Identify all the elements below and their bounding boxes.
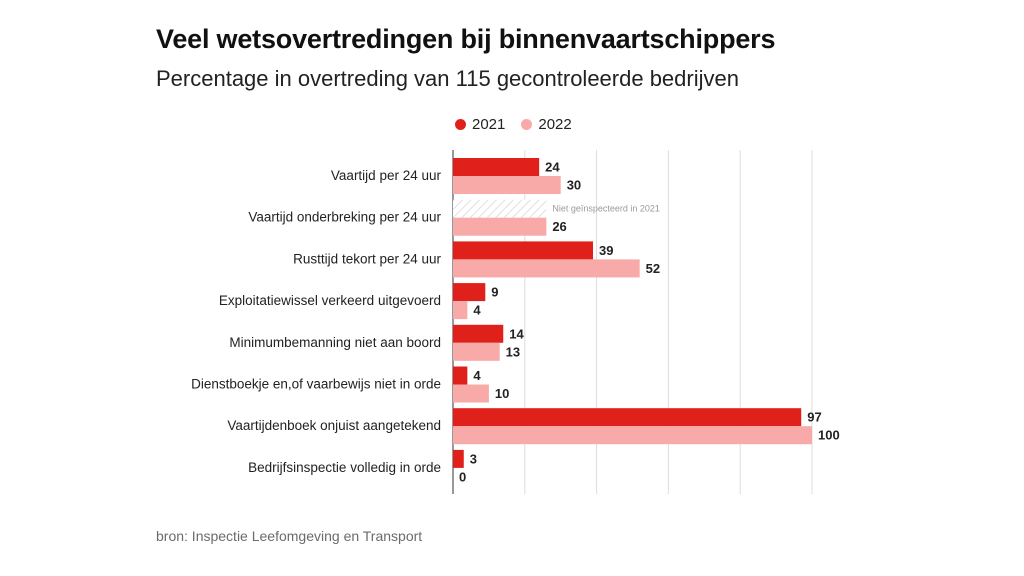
category-label: Bedrijfsinspectie volledig in orde <box>248 460 441 475</box>
value-label: 26 <box>552 219 566 234</box>
missing-data-note: Niet geïnspecteerd in 2021 <box>552 204 660 214</box>
value-label: 97 <box>807 410 821 425</box>
bar-2022 <box>453 301 468 320</box>
value-label: 52 <box>646 261 660 276</box>
value-label: 30 <box>567 178 581 193</box>
legend-swatch-2021 <box>455 119 466 130</box>
value-label: 39 <box>599 243 613 258</box>
category-label: Exploitatiewissel verkeerd uitgevoerd <box>219 293 441 308</box>
category-label: Vaartijd onderbreking per 24 uur <box>248 210 441 225</box>
value-label: 4 <box>473 303 481 318</box>
bar-2022 <box>453 259 640 278</box>
bar-2021 <box>453 366 468 385</box>
category-label: Dienstboekje en,of vaarbewijs niet in or… <box>191 377 441 392</box>
value-label: 3 <box>470 451 477 466</box>
category-label: Vaartijdenboek onjuist aangetekend <box>227 418 441 433</box>
bar-2021 <box>453 408 802 427</box>
bar-2021 <box>453 324 504 343</box>
bar-2021 <box>453 241 594 260</box>
legend-item-2022: 2022 <box>521 116 572 133</box>
value-label: 0 <box>459 469 466 484</box>
legend-label-2021: 2021 <box>472 116 506 133</box>
missing-data-hatch <box>453 199 547 218</box>
bar-2022 <box>453 217 547 236</box>
category-label: Minimumbemanning niet aan boord <box>229 335 441 350</box>
bar-2021 <box>453 283 486 302</box>
bar-2021 <box>453 158 540 176</box>
value-label: 14 <box>509 326 524 341</box>
value-label: 4 <box>473 368 481 383</box>
legend-swatch-2022 <box>521 119 533 130</box>
chart-legend: 2021 2022 <box>455 116 572 133</box>
chart-title: Veel wetsovertredingen bij binnenvaartsc… <box>156 24 776 54</box>
value-label: 10 <box>495 386 509 401</box>
bar-2022 <box>453 176 561 194</box>
bar-2022 <box>453 426 812 445</box>
chart-subtitle: Percentage in overtreding van 115 gecont… <box>156 66 739 91</box>
value-label: 13 <box>506 344 520 359</box>
legend-label-2022: 2022 <box>538 116 572 133</box>
category-label: Vaartijd per 24 uur <box>331 168 442 183</box>
value-label: 100 <box>818 428 840 443</box>
bar-2021 <box>453 449 464 468</box>
legend-item-2021: 2021 <box>455 116 505 133</box>
value-label: 24 <box>545 160 560 175</box>
source-note: bron: Inspectie Leefomgeving en Transpor… <box>156 528 423 544</box>
bar-2022 <box>453 384 489 403</box>
value-label: 9 <box>491 285 498 300</box>
category-label: Rusttijd tekort per 24 uur <box>293 251 441 266</box>
bar-2022 <box>453 342 500 361</box>
